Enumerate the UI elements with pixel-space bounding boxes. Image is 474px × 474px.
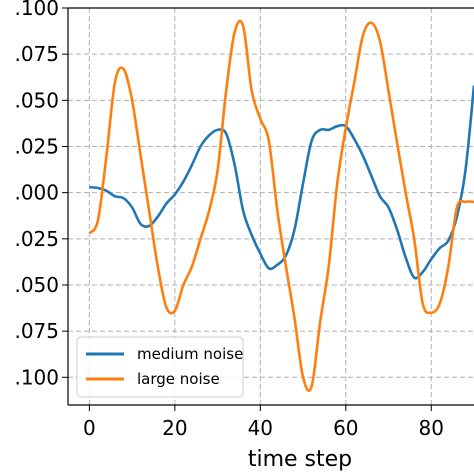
y-tick-label: .100 [14,365,59,389]
x-tick-label: 0 [83,416,96,440]
x-tick-label: 20 [162,416,187,440]
legend-label-medium-noise: medium noise [137,345,243,363]
x-axis-title: time step [248,447,352,472]
y-tick-label: .025 [14,134,59,158]
y-tick-label: .050 [14,273,59,297]
series-layer [88,19,474,392]
legend: medium noise large noise [76,336,244,398]
y-tick-label: .075 [14,42,59,66]
x-tick-label: 80 [419,416,444,440]
y-tick-label: .000 [14,181,59,205]
legend-label-large-noise: large noise [137,370,220,388]
y-tick-label: .050 [14,88,59,112]
y-tick-label: .075 [14,319,59,343]
x-tick-label: 40 [248,416,273,440]
series-line-large-noise [88,19,474,392]
series-line-medium-noise [89,85,474,280]
y-tick-label: .025 [14,227,59,251]
legend-box [76,336,244,398]
tick-labels: .100 .075 .050 .025 .000 .025 .050 .075 .100 0 20 4… [14,0,444,440]
x-tick-label: 60 [333,416,358,440]
axes [62,7,474,411]
y-tick-label: .100 [14,0,59,20]
